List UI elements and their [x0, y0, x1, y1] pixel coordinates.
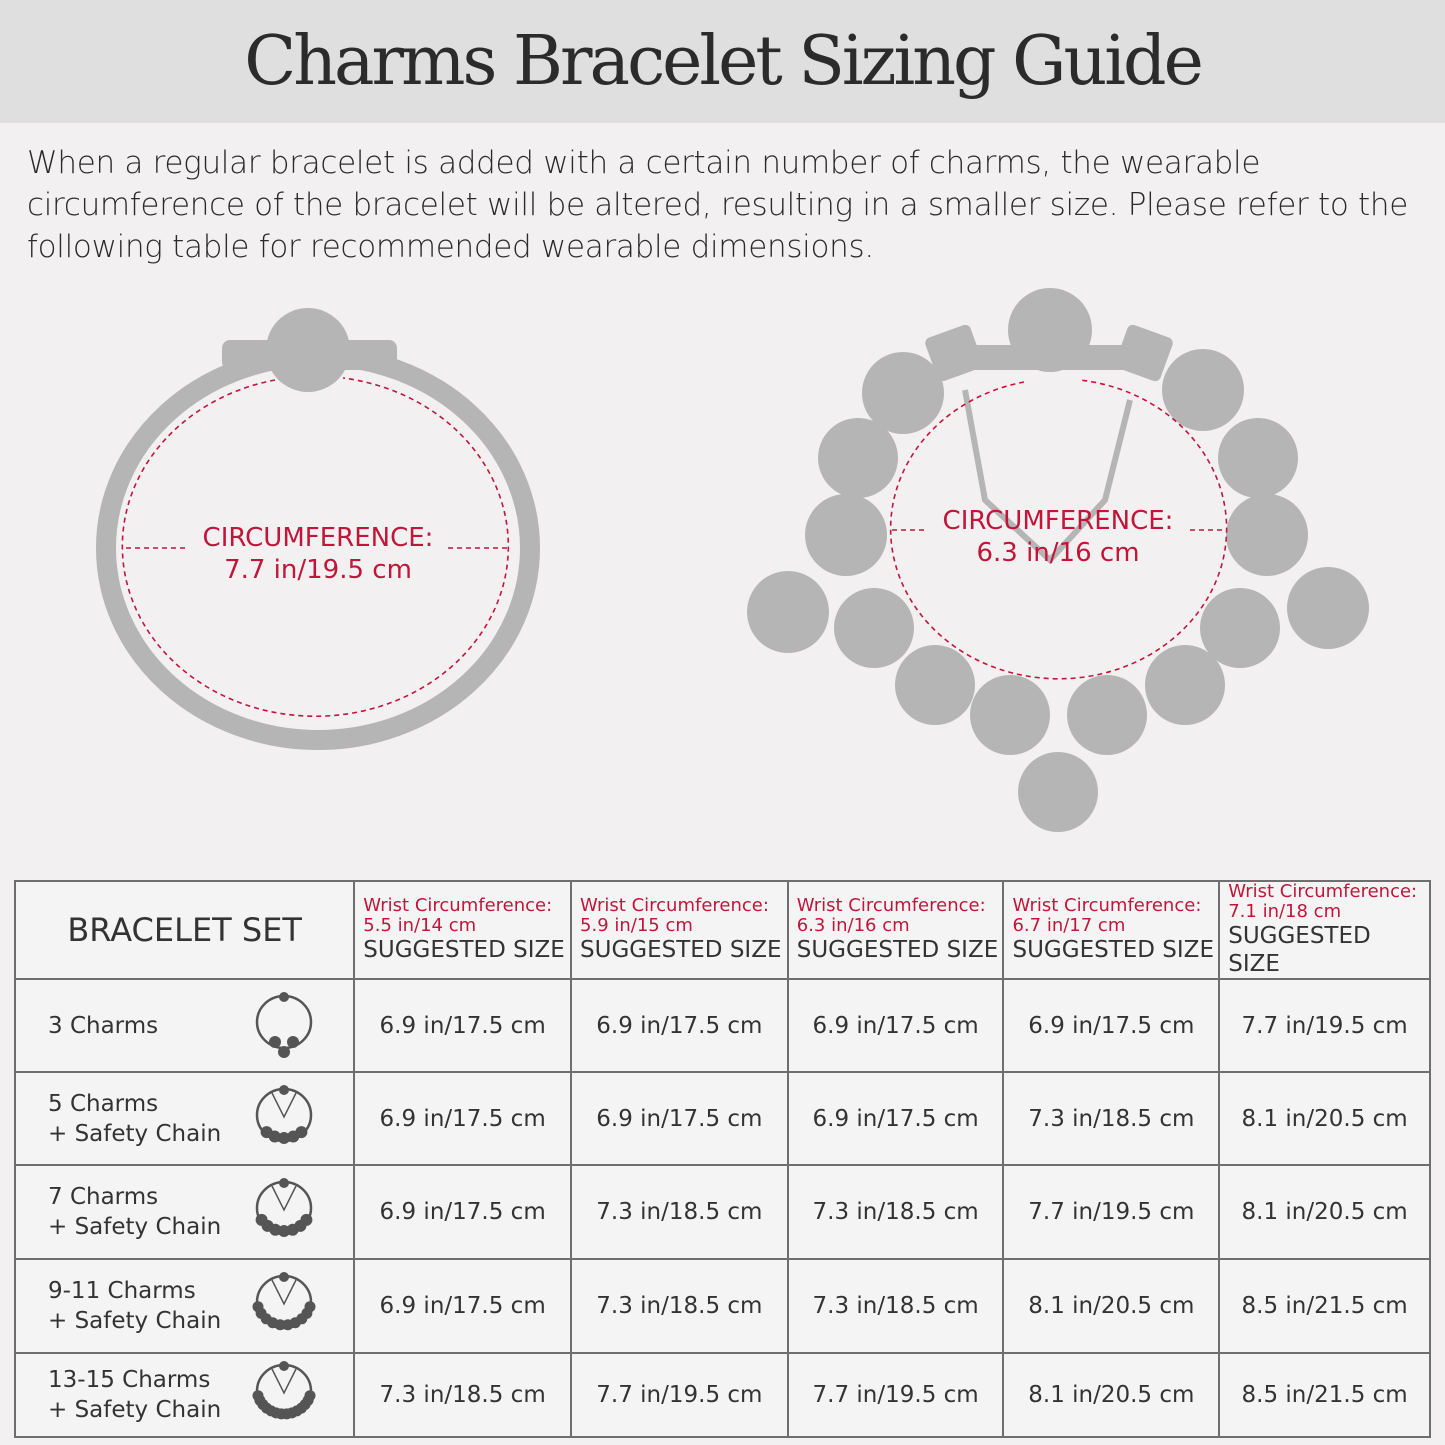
- suggested-size-label: SUGGESTED SIZE: [796, 937, 999, 963]
- set-name: 3 Charms: [48, 1012, 159, 1039]
- suggested-size-value: 8.1 in/20.5 cm: [1218, 1071, 1431, 1166]
- suggested-size-value: 7.3 in/18.5 cm: [353, 1352, 573, 1438]
- wrist-column-header: Wrist Circumference: 7.1 in/18 cm SUGGESTE…: [1218, 880, 1431, 980]
- suggested-size-value: 7.7 in/19.5 cm: [1002, 1164, 1221, 1260]
- wrist-value: 6.7 in/17 cm: [1012, 915, 1126, 936]
- suggested-size-value: 8.1 in/20.5 cm: [1002, 1258, 1221, 1354]
- suggested-size-value: 7.3 in/18.5 cm: [1002, 1071, 1221, 1166]
- table-header-row: BRACELET SET Wrist Circumference: 5.5 in/…: [13, 880, 1431, 980]
- suggested-size-value: 7.7 in/19.5 cm: [570, 1352, 789, 1438]
- suggested-size-value: 6.9 in/17.5 cm: [353, 1071, 573, 1166]
- set-name: 5 Charms: [48, 1090, 159, 1117]
- suggested-size-label: SUGGESTED SIZE: [580, 937, 782, 963]
- suggested-size-value: 6.9 in/17.5 cm: [786, 978, 1005, 1073]
- bracelet-set-cell: 3 Charms: [13, 978, 356, 1073]
- wrist-value: 5.9 in/15 cm: [580, 915, 693, 936]
- title-bar: Charms Bracelet Sizing Guide: [0, 0, 1445, 123]
- suggested-size-label: SUGGESTED SIZE: [363, 937, 565, 963]
- wrist-label: Wrist Circumference:: [580, 895, 769, 916]
- set-subtitle: + Safety Chain: [48, 1397, 222, 1423]
- table-row: 7 Charms + Safety Chain 6.9 in/17.5 cm 7.3 …: [13, 1164, 1431, 1260]
- suggested-size-value: 6.9 in/17.5 cm: [353, 1258, 573, 1354]
- bracelet-3-charms-icon: [255, 991, 313, 1058]
- table-row: 5 Charms + Safety Chain 6.9 in/17.5 cm 6.9 …: [13, 1071, 1431, 1166]
- bracelet-7-charms-icon: [255, 1178, 313, 1237]
- bracelet-set-cell: 5 Charms + Safety Chain: [13, 1071, 356, 1166]
- set-subtitle: + Safety Chain: [48, 1308, 222, 1334]
- suggested-size-value: 8.1 in/20.5 cm: [1218, 1164, 1431, 1260]
- intro-text: When a regular bracelet is added with a …: [27, 145, 1409, 265]
- bracelet-illustrations: [96, 288, 1369, 832]
- suggested-size-value: 8.5 in/21.5 cm: [1218, 1352, 1431, 1438]
- charm-circumference-label: CIRCUMFERENCE: 6.3 in/16 cm: [908, 505, 1208, 569]
- wrist-label: Wrist Circumference:: [1012, 895, 1202, 916]
- bracelet-set-cell: 9-11 Charms + Safety Chain: [13, 1258, 356, 1354]
- suggested-size-value: 6.9 in/17.5 cm: [353, 978, 573, 1073]
- bracelet-9-11-charms-icon: [252, 1272, 316, 1331]
- wrist-column-header: Wrist Circumference: 6.3 in/16 cm SUGGESTE…: [786, 880, 1005, 980]
- circumference-dashed-line: [889, 379, 1228, 680]
- wrist-label: Wrist Circumference:: [363, 895, 553, 916]
- suggested-size-value: 7.3 in/18.5 cm: [570, 1258, 789, 1354]
- circumference-dashed-line: [121, 377, 510, 718]
- table-row: 9-11 Charms + Safety Chain 6.9 in/17.5 cm 7…: [13, 1258, 1431, 1354]
- wrist-value: 7.1 in/18 cm: [1228, 901, 1342, 922]
- set-name: 13-15 Charms: [48, 1367, 211, 1393]
- bracelet-13-15-charms-icon: [252, 1361, 316, 1420]
- sizing-table: BRACELET SET Wrist Circumference: 5.5 in/…: [13, 880, 1431, 1438]
- plain-circumference-label: CIRCUMFERENCE: 7.7 in/19.5 cm: [168, 522, 468, 586]
- suggested-size-label: SUGGESTED SIZE: [1012, 937, 1214, 963]
- suggested-size-value: 8.1 in/20.5 cm: [1002, 1352, 1221, 1438]
- set-subtitle: + Safety Chain: [48, 1214, 222, 1240]
- circumference-value: 7.7 in/19.5 cm: [224, 555, 412, 585]
- bracelet-5-charms-icon: [255, 1084, 313, 1144]
- suggested-size-value: 6.9 in/17.5 cm: [570, 1071, 789, 1166]
- suggested-size-value: 6.9 in/17.5 cm: [1002, 978, 1221, 1073]
- suggested-size-value: 7.3 in/18.5 cm: [786, 1164, 1005, 1260]
- circumference-label: CIRCUMFERENCE:: [202, 523, 434, 553]
- circumference-label: CIRCUMFERENCE:: [942, 506, 1174, 536]
- bracelet-set-header: BRACELET SET: [13, 880, 356, 980]
- suggested-size-value: 6.9 in/17.5 cm: [570, 978, 789, 1073]
- suggested-size-value: 6.9 in/17.5 cm: [786, 1071, 1005, 1166]
- plain-bracelet-illustration: [96, 308, 540, 750]
- wrist-label: Wrist Circumference:: [1228, 881, 1418, 902]
- suggested-size-value: 7.7 in/19.5 cm: [786, 1352, 1005, 1438]
- suggested-size-value: 7.3 in/18.5 cm: [786, 1258, 1005, 1354]
- suggested-size-value: 6.9 in/17.5 cm: [353, 1164, 573, 1260]
- bracelet-set-cell: 13-15 Charms + Safety Chain: [13, 1352, 356, 1438]
- wrist-value: 5.5 in/14 cm: [363, 915, 477, 936]
- page-title: Charms Bracelet Sizing Guide: [244, 22, 1204, 101]
- wrist-value: 6.3 in/16 cm: [796, 915, 910, 936]
- suggested-size-value: 7.3 in/18.5 cm: [570, 1164, 789, 1260]
- table-row: 13-15 Charms + Safety Chain 7.3 in/18.5 cm…: [13, 1352, 1431, 1438]
- set-name: 7 Charms: [48, 1184, 159, 1210]
- circumference-value: 6.3 in/16 cm: [976, 538, 1140, 568]
- wrist-column-header: Wrist Circumference: 6.7 in/17 cm SUGGESTE…: [1002, 880, 1221, 980]
- bracelet-set-cell: 7 Charms + Safety Chain: [13, 1164, 356, 1260]
- set-name: 9-11 Charms: [48, 1278, 196, 1304]
- suggested-size-value: 7.7 in/19.5 cm: [1218, 978, 1431, 1073]
- suggested-size-value: 8.5 in/21.5 cm: [1218, 1258, 1431, 1354]
- wrist-column-header: Wrist Circumference: 5.9 in/15 cm SUGGESTE…: [570, 880, 789, 980]
- table-row: 3 Charms 6.9 in/17.5 cm 6.9 in/17.5 cm 6.9 …: [13, 978, 1431, 1073]
- suggested-size-label: SUGGESTED SIZE: [1228, 923, 1371, 977]
- wrist-column-header: Wrist Circumference: 5.5 in/14 cm SUGGESTE…: [353, 880, 573, 980]
- wrist-label: Wrist Circumference:: [796, 895, 986, 916]
- charm-bracelet-illustration: [747, 288, 1369, 832]
- set-subtitle: + Safety Chain: [48, 1120, 222, 1147]
